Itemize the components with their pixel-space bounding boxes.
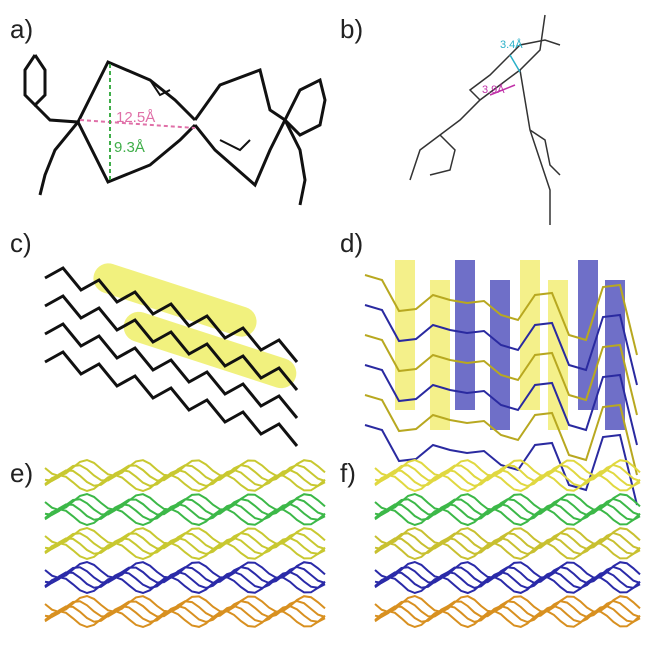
structure-line (520, 260, 540, 410)
panel-label: d) (340, 228, 363, 258)
panel-label: c) (10, 228, 32, 258)
distance-label: 3.4Å (500, 38, 523, 51)
structure-line (395, 260, 415, 410)
panel-label: b) (340, 14, 363, 44)
distance-label: 9.3Å (114, 139, 145, 156)
distance-label: 3.9Å (482, 83, 505, 96)
structure-line (455, 260, 475, 410)
panel-label: a) (10, 14, 33, 44)
panel-label: f) (340, 458, 356, 488)
panel-label: e) (10, 458, 33, 488)
distance-label: 12.5Å (116, 109, 155, 126)
figure: a) b) c) d) e) f) 12.5Å 9.3Å 3.4Å 3.9Å (0, 0, 652, 662)
